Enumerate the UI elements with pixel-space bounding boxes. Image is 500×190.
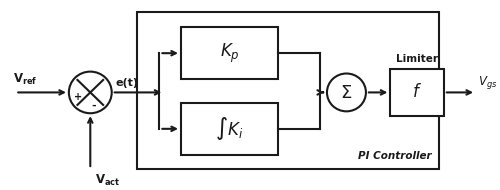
Text: $\Sigma$: $\Sigma$ [340,84,352,102]
Bar [181,27,278,79]
Bar [137,12,439,169]
Circle shape [69,72,112,113]
Circle shape [327,74,366,111]
Text: $K_p$: $K_p$ [220,42,240,65]
Text: e(t): e(t) [116,78,138,88]
Bar [181,103,278,155]
Text: -: - [91,101,96,111]
Text: +: + [74,92,82,102]
Text: PI Controller: PI Controller [358,151,431,162]
Text: $\mathbf{V_{ref}}$: $\mathbf{V_{ref}}$ [14,72,38,87]
Text: $V_{gs}$: $V_{gs}$ [478,74,498,91]
Text: $f$: $f$ [412,83,422,101]
Text: $\mathbf{V_{act}}$: $\mathbf{V_{act}}$ [95,173,120,188]
Text: Limiter: Limiter [396,54,438,64]
Text: $\int K_i$: $\int K_i$ [216,115,244,142]
Bar [390,69,444,116]
